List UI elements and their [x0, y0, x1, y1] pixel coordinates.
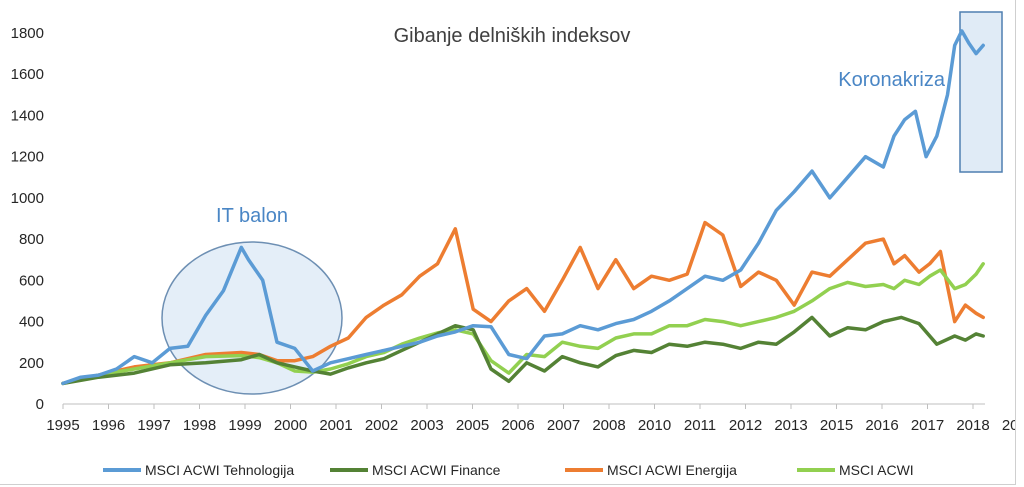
legend-label: MSCI ACWI Energija [607, 462, 737, 478]
y-tick-label: 800 [19, 231, 44, 248]
x-tick-label: 2002 [365, 417, 398, 434]
legend-label: MSCI ACWI Finance [372, 462, 501, 478]
y-tick-label: 0 [36, 396, 44, 413]
y-tick-label: 200 [19, 355, 44, 372]
y-tick-label: 1200 [11, 149, 44, 166]
axis-layer: 0 200 400 600 800 1000 1200 1400 1600 1800 1995 199… [11, 25, 1016, 434]
x-tick-label: 2008 [592, 417, 625, 434]
x-tick-label: 1996 [92, 417, 125, 434]
x-tick-label: 2011 [684, 417, 716, 434]
y-tick-label: 1600 [11, 66, 44, 83]
x-tick-label: 2005 [456, 417, 489, 434]
annotation-koronakriza: Koronakriza [838, 69, 946, 91]
legend: MSCI ACWI Tehnologija MSCI ACWI Finance MS… [103, 462, 914, 478]
x-tick-label: 1995 [46, 417, 79, 434]
chart-title: Gibanje delniških indeksov [394, 25, 631, 47]
x-tick-label: 2010 [638, 417, 671, 434]
x-tick-label: 2007 [547, 417, 580, 434]
series-layer [61, 29, 985, 386]
y-tick-label: 1400 [11, 107, 44, 124]
x-tick-label: 2001 [319, 417, 352, 434]
x-tick-label: 2020 [1002, 417, 1016, 434]
y-tick-label: 400 [19, 314, 44, 331]
x-tick-label: 2018 [956, 417, 989, 434]
legend-label: MSCI ACWI Tehnologija [145, 462, 294, 478]
x-tick-label: 2003 [410, 417, 443, 434]
y-tick-label: 1800 [11, 25, 44, 42]
annotation-it-balon: IT balon [216, 205, 288, 227]
x-tick-label: 2006 [501, 417, 534, 434]
x-tick-label: 2015 [820, 417, 853, 434]
x-tick-label: 2012 [729, 417, 762, 434]
x-tick-label: 2016 [865, 417, 898, 434]
legend-label: MSCI ACWI [839, 462, 914, 478]
x-tick-label: 1997 [137, 417, 170, 434]
x-tick-label: 1999 [228, 417, 261, 434]
y-tick-label: 600 [19, 272, 44, 289]
x-tick-label: 2013 [774, 417, 807, 434]
x-tick-label: 2000 [274, 417, 307, 434]
x-tick-label: 2017 [911, 417, 944, 434]
y-tick-label: 1000 [11, 190, 44, 207]
x-tick-label: 1998 [183, 417, 216, 434]
